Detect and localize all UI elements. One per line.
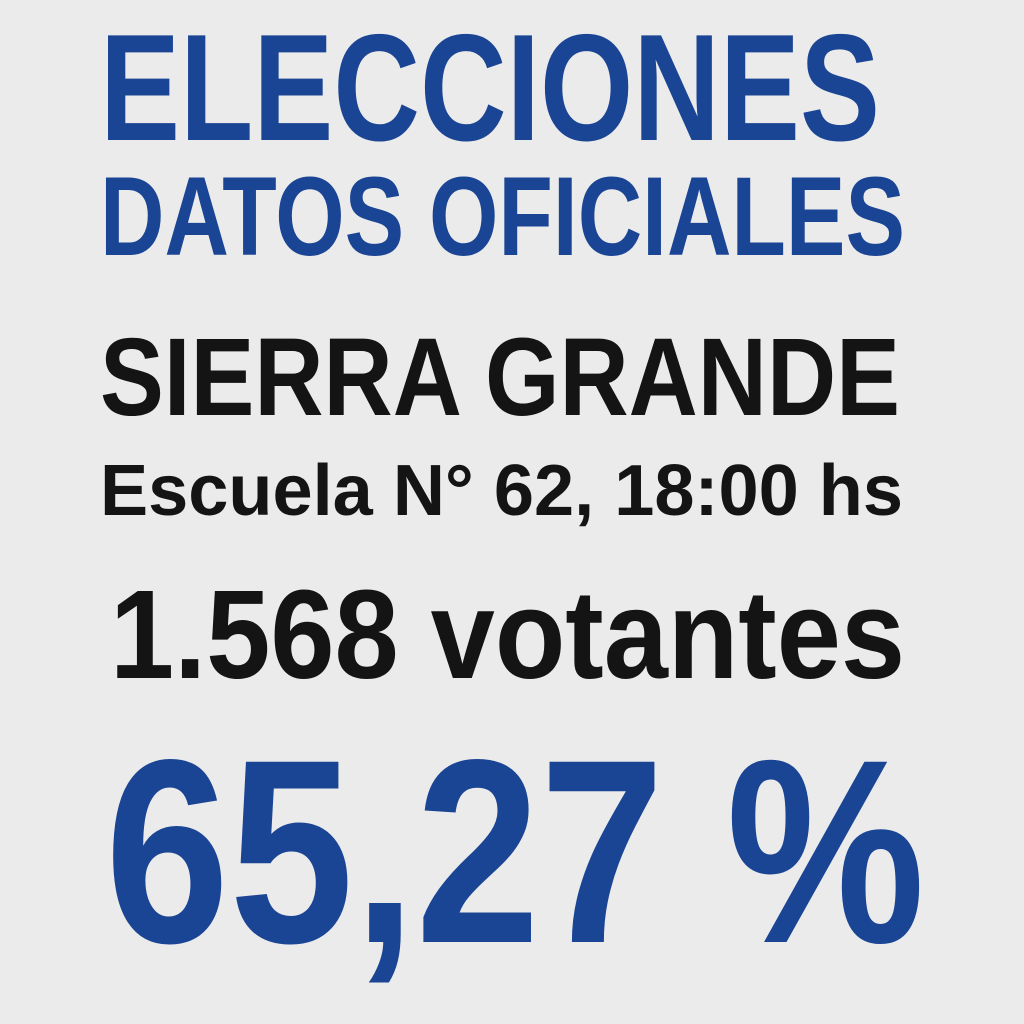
location-name: SIERRA GRANDE xyxy=(100,316,900,439)
voters: 1.568 votantes xyxy=(110,564,905,705)
turnout: 65,27 % xyxy=(105,705,925,998)
subtitle: DATOS OFICIALES xyxy=(100,154,905,279)
location-detail: Escuela N° 62, 18:00 hs xyxy=(100,451,903,531)
title: ELECCIONES xyxy=(100,3,880,173)
